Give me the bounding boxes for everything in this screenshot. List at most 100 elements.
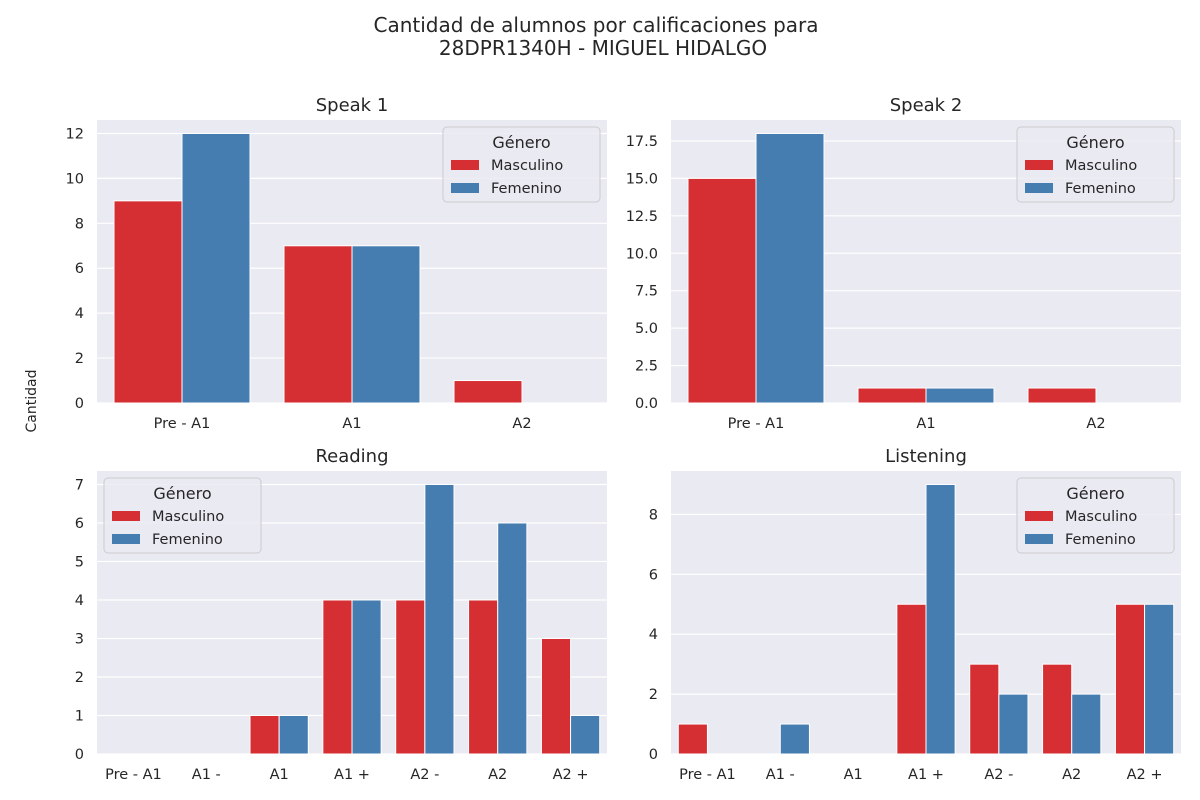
bar-masculino: [453, 380, 523, 404]
legend-box: [442, 126, 601, 203]
panel-title: Speak 2: [890, 95, 963, 116]
y-tick-label: 0: [75, 747, 84, 763]
legend-title: Género: [1066, 133, 1124, 152]
bar-femenino: [424, 483, 455, 755]
panel-title: Speak 1: [316, 95, 389, 116]
legend-label-femenino: Femenino: [1065, 532, 1136, 548]
y-tick-label: 2: [75, 670, 84, 686]
figure-title-line-1: Cantidad de alumnos por calificaciones p…: [373, 13, 818, 37]
x-tick-label: A1: [916, 416, 935, 432]
y-tick-label: 2: [75, 351, 84, 367]
x-tick-label: A2: [488, 767, 507, 783]
legend-label-femenino: Femenino: [152, 532, 223, 548]
bar-masculino: [395, 599, 426, 755]
bar-masculino: [857, 387, 927, 404]
bar-femenino: [1071, 693, 1102, 755]
y-tick-label: 4: [75, 593, 84, 609]
legend-label-masculino: Masculino: [1065, 509, 1137, 525]
bar-masculino: [1027, 387, 1097, 404]
x-tick-label: A2 +: [1127, 767, 1163, 783]
legend-title: Género: [492, 133, 550, 152]
bar-femenino: [779, 723, 810, 755]
bar-femenino: [998, 693, 1029, 755]
y-tick-label: 0: [649, 747, 658, 763]
bar-femenino: [278, 714, 309, 755]
legend-box: [1016, 477, 1175, 554]
chart-panel-1: 0.0 2.5 5.0 7.5 10.0 12.5 15.0 17.5 Pre - A1 A1 A2…: [626, 95, 1181, 432]
panel-title: Reading: [315, 446, 388, 467]
y-tick-label: 4: [649, 627, 658, 643]
y-tick-label: 0: [75, 396, 84, 412]
bar-masculino: [540, 637, 572, 755]
y-tick-label: 10: [66, 171, 84, 187]
x-tick-label: A1: [342, 416, 361, 432]
legend-label-femenino: Femenino: [1065, 181, 1136, 197]
y-tick-label: 8: [649, 507, 658, 523]
y-tick-label: 6: [649, 567, 658, 583]
bar-masculino: [896, 603, 927, 755]
legend-label-femenino: Femenino: [491, 181, 562, 197]
panel-title: Listening: [885, 446, 967, 467]
y-tick-label: 7.5: [635, 284, 658, 300]
legend-title: Género: [1066, 484, 1124, 503]
x-tick-label: A2 -: [410, 767, 439, 783]
y-tick-label: 6: [75, 516, 84, 532]
x-tick-label: Pre - A1: [728, 416, 785, 432]
legend: Género Masculino Femenino: [103, 477, 262, 554]
legend-swatch-masculino: [451, 160, 479, 170]
legend-swatch-masculino: [112, 511, 140, 521]
bar-masculino: [249, 714, 280, 755]
legend-swatch-femenino: [1025, 183, 1053, 193]
bar-femenino: [570, 714, 601, 755]
chart-panel-0: 0 2 4 6 8 10 12 Pre - A1 A1 A2 Speak 1 Género Mascul…: [66, 95, 607, 432]
legend-swatch-masculino: [1025, 160, 1053, 170]
bar-masculino: [468, 599, 499, 755]
legend: Género Masculino Femenino: [442, 126, 601, 203]
x-tick-label: A1 -: [192, 767, 221, 783]
y-tick-label: 10.0: [626, 246, 658, 262]
y-tick-label: 0.0: [635, 396, 658, 412]
bar-femenino: [925, 387, 995, 404]
x-tick-label: Pre - A1: [105, 767, 162, 783]
y-tick-label: 7: [75, 477, 84, 493]
legend-swatch-femenino: [112, 534, 140, 544]
y-tick-label: 5: [75, 554, 84, 570]
x-tick-label: Pre - A1: [154, 416, 211, 432]
legend-box: [1016, 126, 1175, 203]
bar-masculino: [1042, 663, 1073, 755]
x-tick-label: A2 +: [553, 767, 589, 783]
legend-swatch-femenino: [451, 183, 479, 193]
x-tick-label: A2 -: [984, 767, 1013, 783]
bar-femenino: [181, 132, 251, 404]
y-tick-label: 15.0: [626, 171, 658, 187]
bar-masculino: [113, 200, 183, 404]
y-tick-label: 4: [75, 306, 84, 322]
y-axis-label: Cantidad: [24, 370, 40, 433]
x-tick-label: A1: [844, 767, 863, 783]
y-tick-label: 1: [75, 708, 84, 724]
x-tick-label: Pre - A1: [679, 767, 736, 783]
x-tick-label: A1 -: [766, 767, 795, 783]
y-tick-label: 6: [75, 261, 84, 277]
bar-masculino: [969, 663, 1000, 755]
x-tick-label: A2: [1062, 767, 1081, 783]
legend-title: Género: [153, 484, 211, 503]
chart-panel-3: 0 2 4 6 8 Pre - A1 A1 - A1 A1 + A2 - A2 A2 + Listeni…: [649, 446, 1181, 783]
y-tick-label: 2: [649, 687, 658, 703]
figure-title-line-2: 28DPR1340H - MIGUEL HIDALGO: [439, 36, 767, 60]
bar-femenino: [497, 522, 528, 755]
y-tick-label: 12: [66, 126, 84, 142]
legend-label-masculino: Masculino: [1065, 158, 1137, 174]
x-tick-label: A2: [512, 416, 531, 432]
bar-femenino: [755, 132, 825, 404]
bar-masculino: [677, 723, 708, 755]
bar-femenino: [1144, 603, 1175, 755]
bar-femenino: [925, 483, 956, 755]
chart-panel-2: 0 1 2 3 4 5 6 7 Pre - A1 A1 - A1 A1 + A2 - A2 A2 + Read…: [75, 446, 607, 783]
x-tick-label: A1 +: [334, 767, 370, 783]
x-tick-label: A1 +: [908, 767, 944, 783]
y-tick-label: 3: [75, 631, 84, 647]
bar-femenino: [351, 599, 382, 755]
